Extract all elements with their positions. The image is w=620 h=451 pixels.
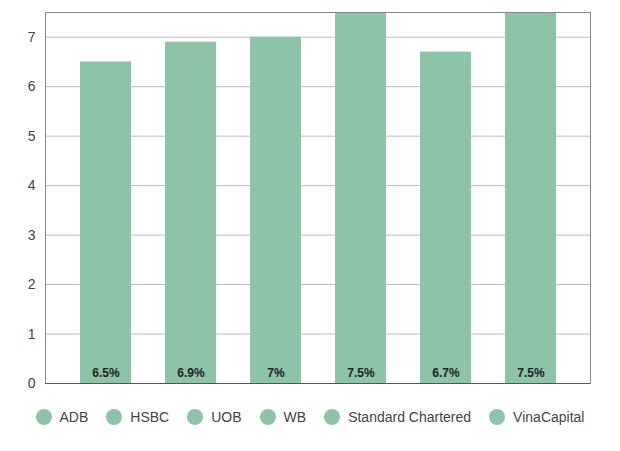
svg-text:6.5%: 6.5%	[92, 366, 120, 380]
svg-text:3: 3	[28, 227, 36, 243]
svg-text:7: 7	[28, 29, 36, 45]
svg-text:0: 0	[28, 375, 36, 391]
html-text:VinaCapital: VinaCapital	[513, 409, 585, 425]
svg-text:7.5%: 7.5%	[347, 366, 375, 380]
html-text:HSBC: HSBC	[130, 409, 170, 425]
svg-text:6: 6	[28, 78, 36, 94]
html-text:WB: WB	[283, 409, 307, 425]
svg-text:7%: 7%	[267, 366, 285, 380]
svg-text:6.7%: 6.7%	[432, 366, 460, 380]
html-text:UOB: UOB	[211, 409, 242, 425]
html-text:Standard Chartered: Standard Chartered	[348, 409, 472, 425]
svg-text:2: 2	[28, 276, 36, 292]
html-text:ADB: ADB	[59, 409, 89, 425]
svg-text:4: 4	[28, 177, 36, 193]
svg-text:6.9%: 6.9%	[177, 366, 205, 380]
svg-text:7.5%: 7.5%	[517, 366, 545, 380]
svg-text:1: 1	[28, 326, 36, 342]
svg-text:5: 5	[28, 128, 36, 144]
